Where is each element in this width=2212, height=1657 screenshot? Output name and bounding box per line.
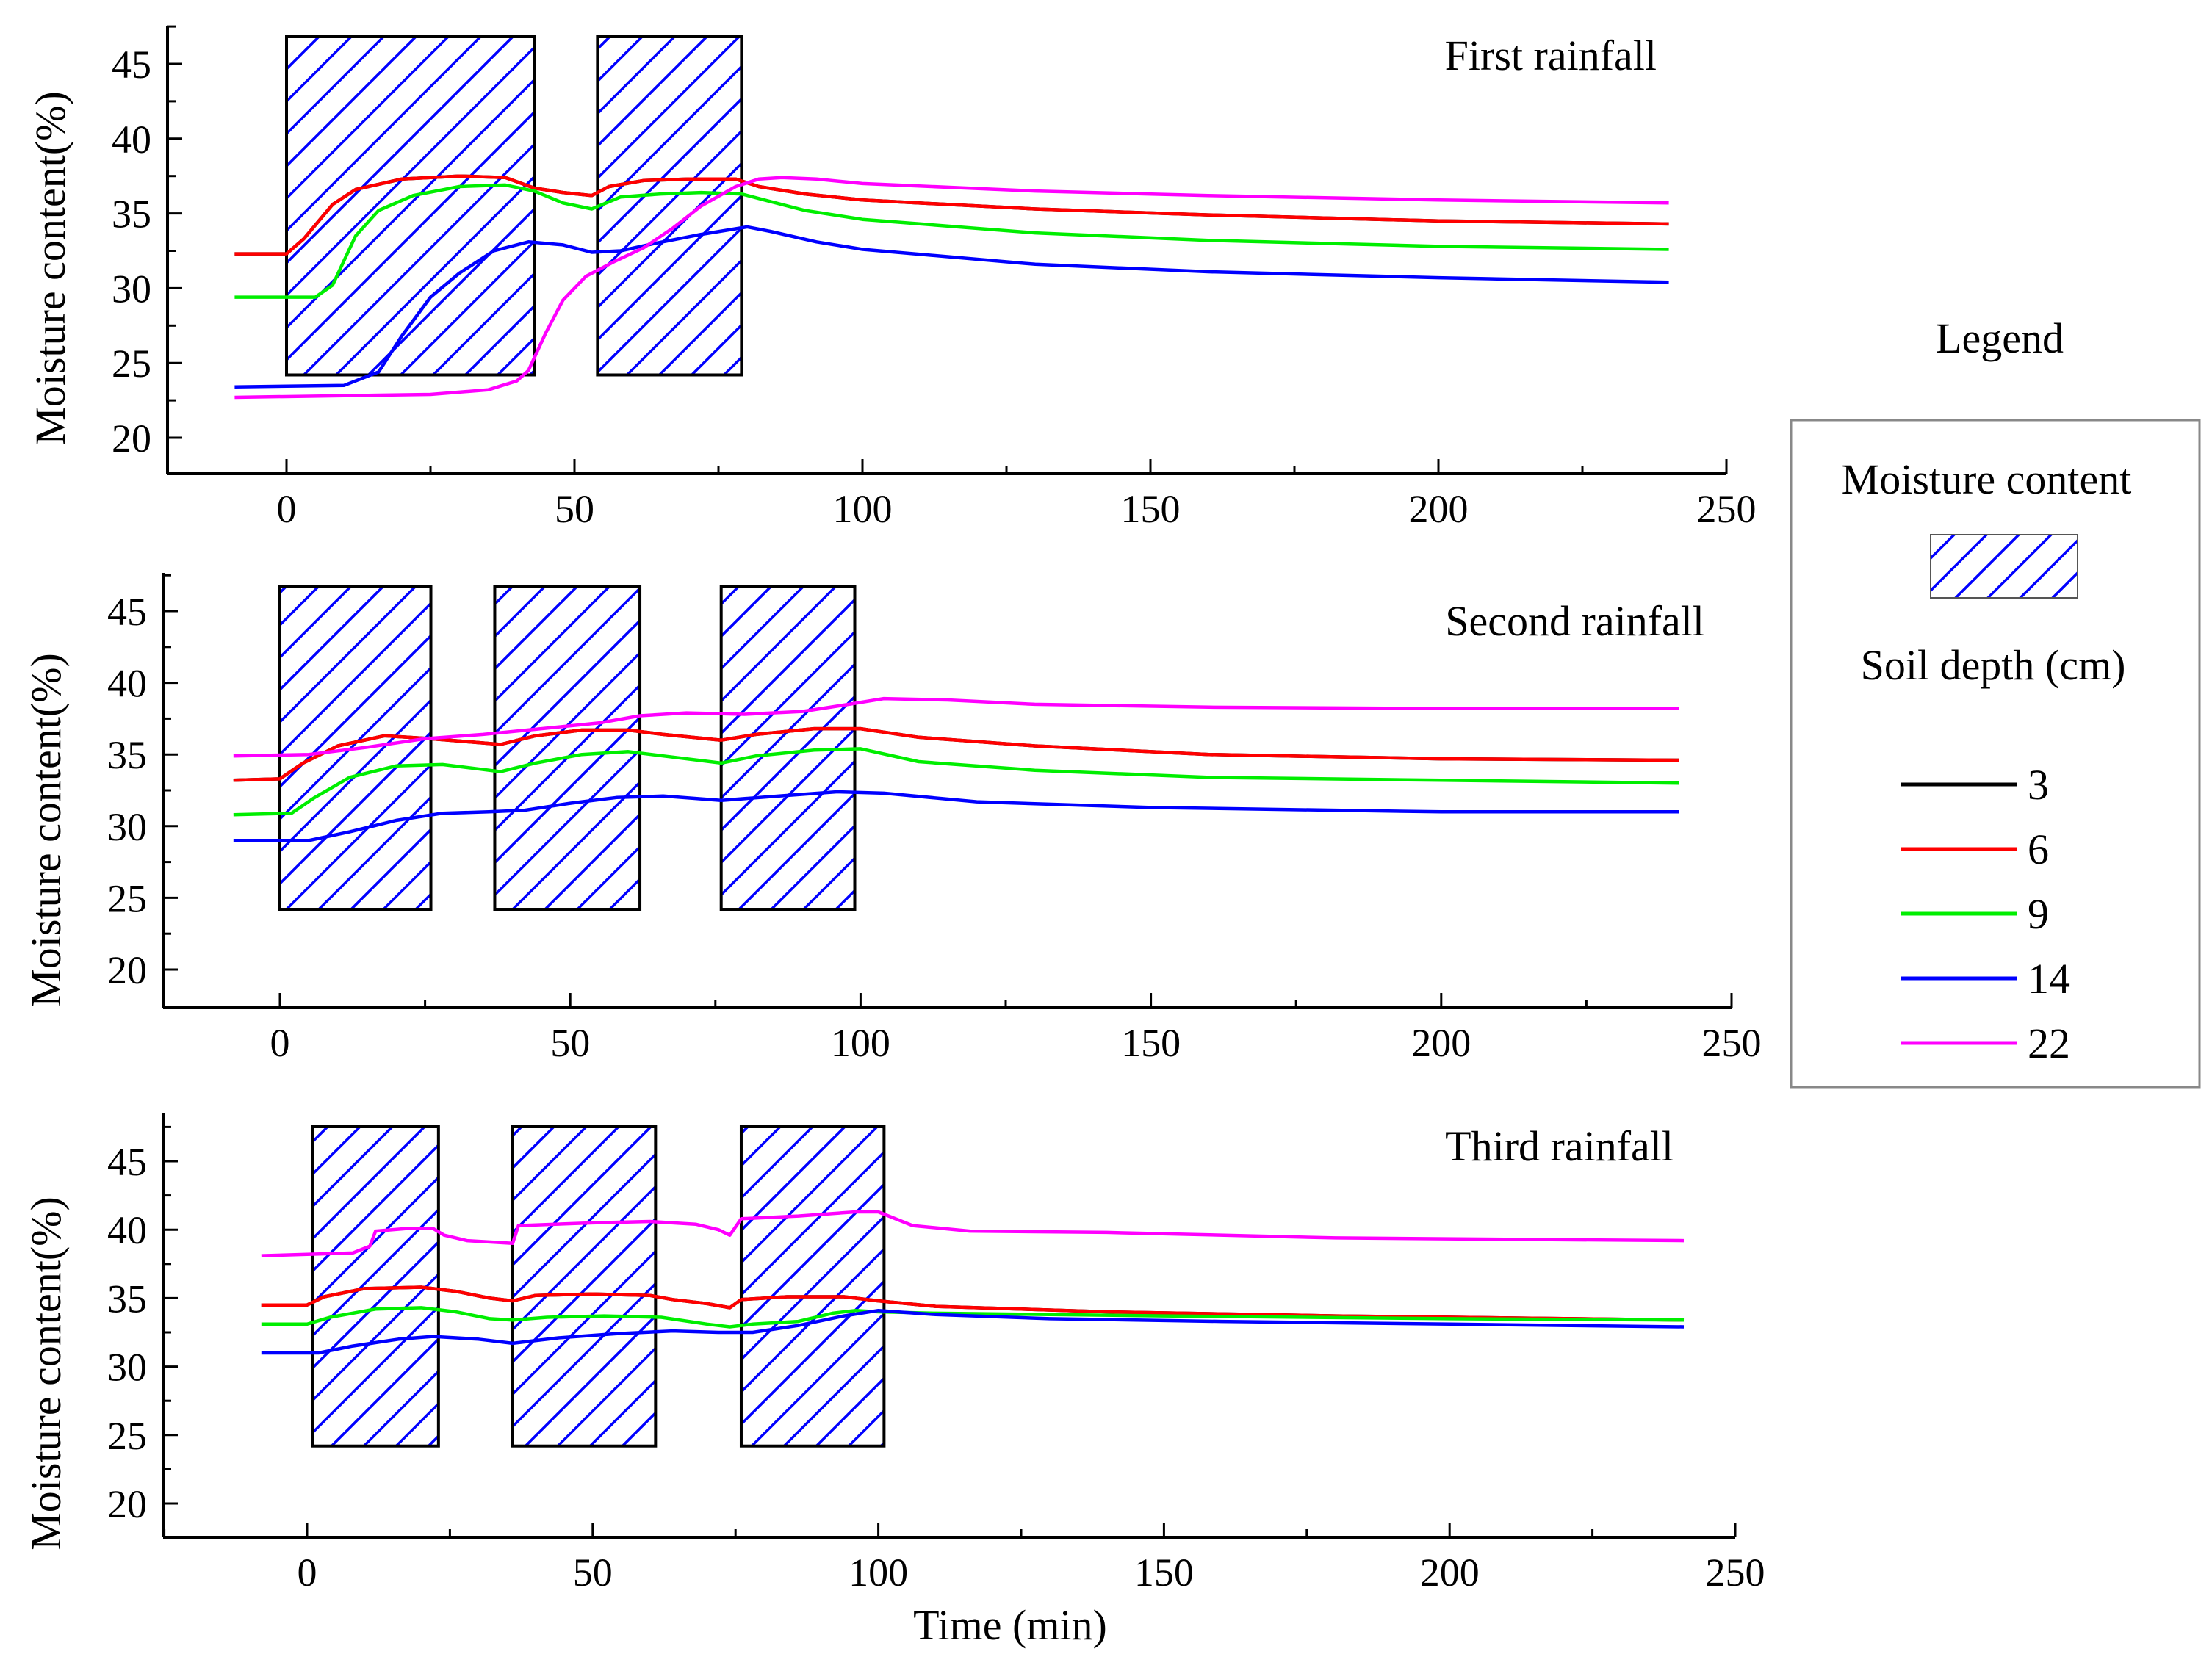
panel-2-axes: 20 25 30 35 40 45 0 50 100 150 200 250: [107, 573, 1762, 1065]
series-line-depth-6: [261, 1285, 1685, 1322]
legend: Legend Moisture content Soil depth (cm) …: [1790, 314, 2201, 1089]
rain-period-box: [511, 1125, 658, 1448]
y-tick-label: 20: [107, 1482, 147, 1526]
x-tick-label: 150: [1134, 1550, 1194, 1595]
legend-hatch-swatch: [1930, 534, 2078, 599]
x-axis-label: Time (min): [913, 1601, 1107, 1649]
panel-1-title: First rainfall: [1445, 32, 1657, 79]
series-line-depth-14: [261, 1308, 1685, 1355]
x-tick-label: 50: [550, 1021, 590, 1065]
x-tick-label: 50: [573, 1550, 613, 1595]
y-tick-label: 45: [107, 590, 147, 634]
y-tick-label: 30: [107, 805, 147, 849]
y-tick-label: 20: [112, 416, 151, 461]
y-tick-label: 35: [112, 192, 151, 237]
y-tick-label: 25: [107, 1414, 147, 1458]
legend-hatch-label: Moisture content: [1842, 455, 2132, 503]
legend-label-14: 14: [2028, 955, 2070, 1003]
panel-third-rainfall: 20 25 30 35 40 45 0 50 100 150 200 250 Third rainfa…: [22, 1113, 1765, 1595]
panel-2-title: Second rainfall: [1445, 597, 1704, 645]
x-tick-label: 100: [831, 1021, 890, 1065]
series-line-depth-22: [233, 696, 1679, 758]
legend-depth-label: Soil depth (cm): [1861, 641, 2126, 689]
panel-3-title: Third rainfall: [1445, 1122, 1674, 1170]
series-line-depth-22: [234, 176, 1669, 400]
x-tick-label: 200: [1420, 1550, 1480, 1595]
y-tick-label: 25: [112, 342, 151, 386]
y-tick-label: 45: [107, 1140, 147, 1184]
panel-2-y-axis-label: Moisture content(%): [22, 653, 70, 1007]
legend-box: [1790, 419, 2201, 1089]
x-tick-label: 50: [555, 487, 594, 531]
y-tick-label: 40: [107, 1208, 147, 1252]
x-tick-label: 150: [1121, 487, 1181, 531]
rain-period-box: [739, 1125, 886, 1448]
rain-period-box: [285, 35, 536, 377]
y-tick-label: 45: [112, 43, 151, 87]
series-line-depth-9: [233, 747, 1679, 817]
y-tick-label: 40: [107, 662, 147, 706]
y-tick-label: 40: [112, 118, 151, 162]
panel-1-rain-periods: [285, 35, 743, 377]
panel-first-rainfall: 20 25 30 35 40 45 0 50 100 150 200 250 First rainfa…: [26, 25, 1757, 531]
y-tick-label: 25: [107, 876, 147, 920]
x-tick-label: 100: [833, 487, 893, 531]
panel-3-axes: 20 25 30 35 40 45 0 50 100 150 200 250: [107, 1113, 1765, 1595]
x-tick-label: 200: [1411, 1021, 1471, 1065]
series-line-depth-22: [261, 1210, 1685, 1257]
legend-label-3: 3: [2028, 761, 2049, 809]
panel-1-y-axis-label: Moisture content(%): [26, 91, 74, 445]
y-tick-label: 30: [112, 267, 151, 311]
rain-period-box: [311, 1125, 440, 1448]
legend-label-22: 22: [2028, 1019, 2070, 1067]
y-tick-label: 35: [107, 1277, 147, 1321]
x-tick-label: 0: [298, 1550, 317, 1595]
panel-1-series: [234, 174, 1669, 400]
series-line-depth-6: [234, 174, 1669, 256]
x-tick-label: 0: [277, 487, 297, 531]
x-tick-label: 250: [1706, 1550, 1765, 1595]
y-tick-label: 35: [107, 733, 147, 777]
panel-second-rainfall: 20 25 30 35 40 45 0 50 100 150 200 250 Second rainf…: [22, 573, 1762, 1065]
x-tick-label: 150: [1121, 1021, 1181, 1065]
rain-period-box: [493, 585, 642, 911]
x-tick-label: 100: [849, 1550, 908, 1595]
legend-label-6: 6: [2028, 826, 2049, 873]
panel-1-axes: 20 25 30 35 40 45 0 50 100 150 200 250: [112, 25, 1757, 531]
legend-items: 3 6 9 14 22: [1901, 761, 2070, 1067]
series-line-depth-14: [233, 790, 1679, 842]
panel-3-y-axis-label: Moisture content(%): [22, 1196, 70, 1550]
panel-3-series: [261, 1210, 1685, 1355]
x-tick-label: 200: [1409, 487, 1469, 531]
series-line-depth-6: [233, 726, 1679, 782]
x-tick-label: 250: [1702, 1021, 1762, 1065]
x-tick-label: 0: [270, 1021, 290, 1065]
legend-title: Legend: [1936, 314, 2064, 362]
x-tick-label: 250: [1697, 487, 1757, 531]
y-tick-label: 20: [107, 948, 147, 992]
panel-2-series: [233, 696, 1679, 842]
panel-3-rain-periods: [311, 1125, 886, 1448]
rain-period-box: [596, 35, 743, 377]
series-line-depth-9: [234, 183, 1669, 299]
series-line-depth-14: [234, 225, 1669, 389]
legend-label-9: 9: [2028, 890, 2049, 938]
y-tick-label: 30: [107, 1346, 147, 1390]
